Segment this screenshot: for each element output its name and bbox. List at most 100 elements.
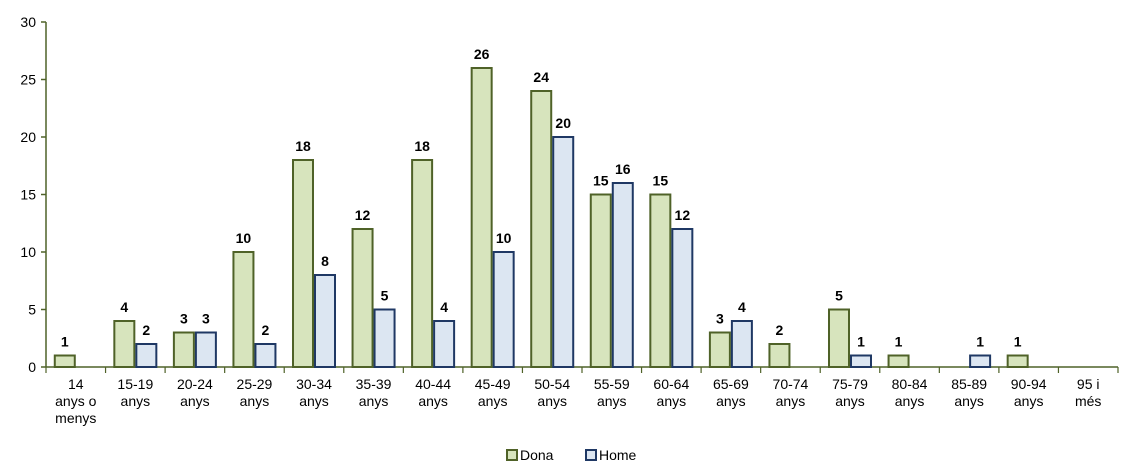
data-label-dona: 18	[295, 138, 311, 154]
data-label-home: 2	[262, 322, 270, 338]
data-label-dona: 3	[716, 311, 724, 327]
data-label-home: 1	[857, 334, 865, 350]
bar-home	[373, 308, 396, 368]
x-tick-label-line: 30-34	[296, 376, 332, 392]
data-label-dona: 2	[776, 322, 784, 338]
bar-home	[552, 136, 575, 368]
x-tick-label-line: anys	[776, 393, 806, 409]
data-label-home: 1	[976, 334, 984, 350]
x-tick-label-line: 55-59	[594, 376, 630, 392]
y-axis: 0 5 10 15 20 25 30	[20, 14, 47, 375]
x-tick-label-line: 60-64	[653, 376, 689, 392]
x-tick-label-line: anys	[895, 393, 925, 409]
x-tick-label-line: anys	[418, 393, 448, 409]
bar-dona	[768, 343, 791, 368]
data-label-home: 2	[142, 322, 150, 338]
x-tick-label-line: 75-79	[832, 376, 868, 392]
data-label-home: 16	[615, 161, 631, 177]
x-tick-label: 85-89 anys	[951, 376, 987, 409]
x-tick-label-line: anys	[359, 393, 389, 409]
x-tick-label: 70-74 anys	[773, 376, 809, 409]
bar-home	[194, 331, 217, 368]
data-label-home: 4	[440, 299, 448, 315]
y-tick-label: 20	[20, 129, 36, 145]
data-label-home: 3	[202, 311, 210, 327]
bar-home	[492, 251, 515, 368]
x-tick-label-line: 20-24	[177, 376, 213, 392]
legend-swatch-dona	[506, 449, 518, 461]
bar-home	[969, 354, 992, 368]
bar-home	[135, 343, 158, 368]
x-tick-label-line: menys	[55, 410, 96, 426]
data-label-dona: 1	[895, 334, 903, 350]
data-label-dona: 10	[236, 230, 252, 246]
x-tick-label: 95 i més	[1075, 376, 1101, 409]
bar-dona	[649, 193, 672, 368]
bar-dona	[887, 354, 910, 368]
x-tick-label-line: 35-39	[356, 376, 392, 392]
x-tick-label: 20-24 anys	[177, 376, 213, 409]
x-tick-label-line: 15-19	[117, 376, 153, 392]
x-tick-label: 14 anys o menys	[55, 376, 96, 426]
data-label-dona: 24	[533, 69, 549, 85]
x-tick-label-line: 50-54	[534, 376, 570, 392]
y-tick-label: 30	[20, 14, 36, 30]
data-label-dona: 3	[180, 311, 188, 327]
x-tick-label: 90-94 anys	[1011, 376, 1047, 409]
x-tick-label-line: anys o	[55, 393, 96, 409]
x-tick-label-line: anys	[180, 393, 210, 409]
data-label-dona: 1	[61, 334, 69, 350]
legend-swatch-home	[585, 449, 597, 461]
legend-label-home: Home	[599, 447, 637, 463]
data-label-dona: 26	[474, 46, 490, 62]
bar-dona	[589, 193, 612, 368]
data-label-dona: 18	[414, 138, 430, 154]
bar-dona	[1006, 354, 1029, 368]
x-tick-label: 25-29 anys	[237, 376, 273, 409]
x-tick-label: 45-49 anys	[475, 376, 511, 409]
x-tick-label: 50-54 anys	[534, 376, 570, 409]
x-tick-label-line: anys	[121, 393, 151, 409]
bar-home	[254, 343, 277, 368]
legend-label-dona: Dona	[520, 447, 554, 463]
x-tick-label-line: anys	[657, 393, 687, 409]
x-tick-label-line: 90-94	[1011, 376, 1047, 392]
x-tick-label-line: 25-29	[237, 376, 273, 392]
x-tick-label: 75-79 anys	[832, 376, 868, 409]
x-tick-label: 40-44 anys	[415, 376, 451, 409]
x-tick-label-line: anys	[299, 393, 329, 409]
x-tick-label-line: anys	[597, 393, 627, 409]
bar-dona	[470, 67, 493, 368]
bar-dona	[411, 159, 434, 368]
bar-dona	[232, 251, 255, 368]
y-tick-label: 25	[20, 72, 36, 88]
data-label-dona: 15	[653, 173, 669, 189]
bar-dona	[530, 90, 553, 368]
x-tick-label-line: 45-49	[475, 376, 511, 392]
x-tick-label-line: 40-44	[415, 376, 451, 392]
bar-home	[433, 320, 456, 368]
x-tick-label: 55-59 anys	[594, 376, 630, 409]
bar-home	[314, 274, 336, 368]
x-tick-label-line: 95 i	[1077, 376, 1100, 392]
data-label-dona: 4	[120, 299, 128, 315]
y-tick-label: 5	[28, 302, 36, 318]
bar-dona	[113, 320, 136, 368]
data-label-home: 20	[555, 115, 571, 131]
x-tick-label-line: 65-69	[713, 376, 749, 392]
bar-dona	[53, 354, 76, 368]
data-label-home: 4	[738, 299, 746, 315]
bar-dona	[292, 159, 314, 368]
bars	[53, 67, 1029, 368]
bar-home	[671, 228, 694, 368]
data-label-home: 8	[321, 253, 329, 269]
x-tick-label-line: anys	[1014, 393, 1044, 409]
x-tick-label-line: anys	[954, 393, 984, 409]
x-tick-label-line: 85-89	[951, 376, 987, 392]
data-label-dona: 1	[1014, 334, 1022, 350]
bar-dona	[708, 331, 731, 368]
x-tick-label-line: anys	[716, 393, 746, 409]
